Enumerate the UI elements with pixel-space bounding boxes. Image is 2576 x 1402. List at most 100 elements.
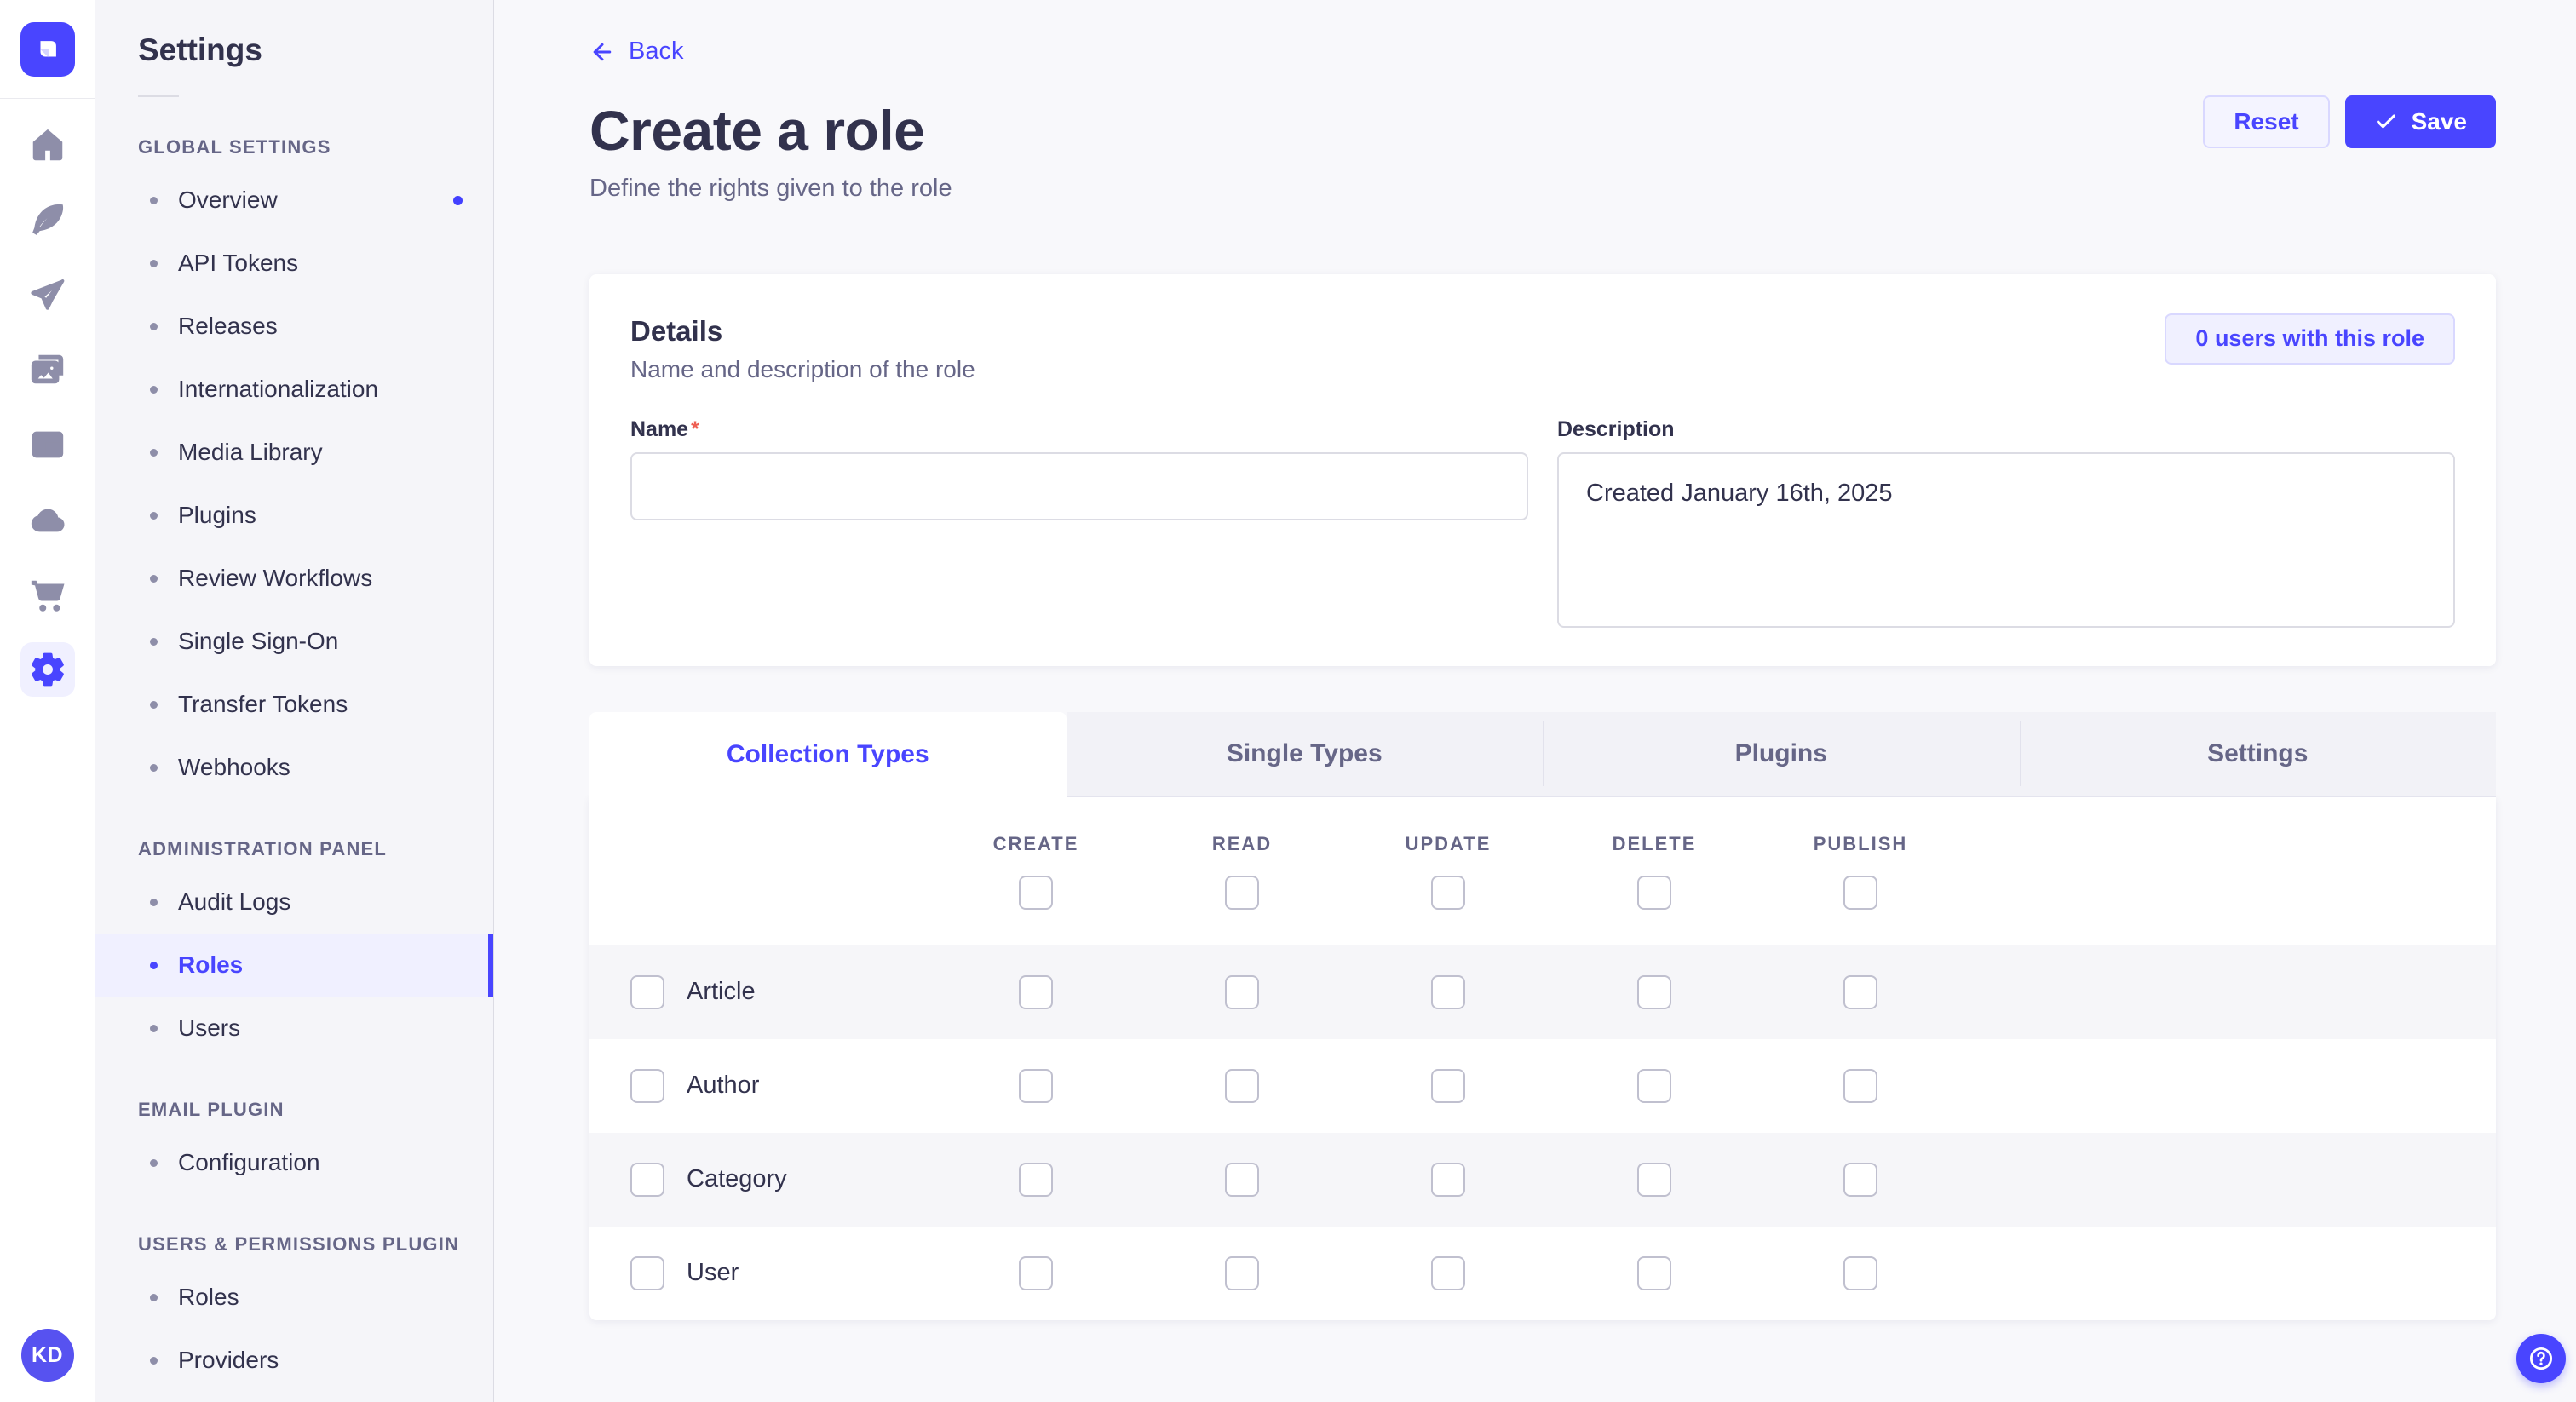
- article-update-checkbox[interactable]: [1431, 975, 1465, 1009]
- row-select-checkbox[interactable]: [630, 1163, 664, 1197]
- sidebar-item-configuration[interactable]: Configuration: [95, 1131, 493, 1194]
- tab-divider: [1543, 721, 1544, 785]
- article-read-checkbox[interactable]: [1225, 975, 1259, 1009]
- table-row-article: Article: [589, 945, 2496, 1039]
- details-form-row: Name* Description Created January 16th, …: [630, 417, 2455, 632]
- user-update-checkbox[interactable]: [1431, 1256, 1465, 1290]
- back-link[interactable]: Back: [589, 37, 683, 66]
- user-delete-checkbox[interactable]: [1637, 1256, 1671, 1290]
- author-update-checkbox[interactable]: [1431, 1069, 1465, 1103]
- category-read-checkbox[interactable]: [1225, 1163, 1259, 1197]
- bullet-icon: [150, 449, 158, 457]
- home-icon[interactable]: [20, 118, 75, 172]
- bullet-icon: [150, 962, 158, 969]
- sidebar-item-internationalization[interactable]: Internationalization: [95, 358, 493, 421]
- article-delete-checkbox[interactable]: [1637, 975, 1671, 1009]
- sidebar-item-plugins[interactable]: Plugins: [95, 484, 493, 547]
- article-publish-checkbox[interactable]: [1843, 975, 1877, 1009]
- name-label: Name*: [630, 417, 1528, 442]
- select-all-delete-checkbox[interactable]: [1637, 876, 1671, 910]
- sidebar-item-roles[interactable]: Roles: [95, 934, 493, 997]
- help-question-icon: [2527, 1344, 2556, 1373]
- role-description-textarea[interactable]: Created January 16th, 2025: [1557, 452, 2455, 628]
- sidebar-item-api-tokens[interactable]: API Tokens: [95, 232, 493, 295]
- bullet-icon: [150, 638, 158, 646]
- page-subtitle: Define the rights given to the role: [589, 175, 2496, 203]
- paper-plane-icon[interactable]: [20, 267, 75, 322]
- row-select-checkbox[interactable]: [630, 975, 664, 1009]
- bullet-icon: [150, 260, 158, 267]
- sidebar-item-audit-logs[interactable]: Audit Logs: [95, 871, 493, 934]
- feather-icon[interactable]: [20, 192, 75, 247]
- media-images-icon[interactable]: [20, 342, 75, 397]
- rail-icons: [20, 99, 75, 697]
- tab-plugins[interactable]: Plugins: [1543, 712, 2020, 797]
- permissions-header-labels: CREATE READ UPDATE DELETE PUBLISH: [589, 797, 2496, 855]
- select-all-row: [589, 876, 2496, 945]
- reset-button[interactable]: Reset: [2203, 95, 2329, 148]
- tab-single-types[interactable]: Single Types: [1067, 712, 1544, 797]
- save-button[interactable]: Save: [2345, 95, 2496, 148]
- bullet-icon: [150, 764, 158, 772]
- author-delete-checkbox[interactable]: [1637, 1069, 1671, 1103]
- select-all-update-checkbox[interactable]: [1431, 876, 1465, 910]
- author-read-checkbox[interactable]: [1225, 1069, 1259, 1103]
- section-label-email-plugin: EMAIL PLUGIN: [138, 1099, 493, 1121]
- select-all-publish-checkbox[interactable]: [1843, 876, 1877, 910]
- category-create-checkbox[interactable]: [1019, 1163, 1053, 1197]
- user-create-checkbox[interactable]: [1019, 1256, 1053, 1290]
- row-label: Category: [687, 1165, 787, 1193]
- sidebar-item-review-workflows[interactable]: Review Workflows: [95, 547, 493, 610]
- category-delete-checkbox[interactable]: [1637, 1163, 1671, 1197]
- sidebar-item-users[interactable]: Users: [95, 997, 493, 1060]
- sidebar-item-webhooks[interactable]: Webhooks: [95, 736, 493, 799]
- sidebar-item-transfer-tokens[interactable]: Transfer Tokens: [95, 673, 493, 736]
- help-button[interactable]: [2516, 1334, 2566, 1383]
- bullet-icon: [150, 899, 158, 906]
- sidebar-item-single-sign-on[interactable]: Single Sign-On: [95, 610, 493, 673]
- strapi-logo-icon: [33, 35, 62, 64]
- row-select-checkbox[interactable]: [630, 1069, 664, 1103]
- section-label-administration-panel: ADMINISTRATION PANEL: [138, 838, 493, 860]
- category-publish-checkbox[interactable]: [1843, 1163, 1877, 1197]
- tab-settings[interactable]: Settings: [2020, 712, 2497, 797]
- tab-collection-types[interactable]: Collection Types: [589, 712, 1067, 797]
- author-create-checkbox[interactable]: [1019, 1069, 1053, 1103]
- article-create-checkbox[interactable]: [1019, 975, 1053, 1009]
- cart-icon[interactable]: [20, 567, 75, 622]
- user-read-checkbox[interactable]: [1225, 1256, 1259, 1290]
- column-header-create: CREATE: [933, 833, 1139, 855]
- layout-icon[interactable]: [20, 417, 75, 472]
- category-update-checkbox[interactable]: [1431, 1163, 1465, 1197]
- table-row-author: Author: [589, 1039, 2496, 1133]
- bullet-icon: [150, 701, 158, 709]
- section-label-users-permissions-plugin: USERS & PERMISSIONS PLUGIN: [138, 1233, 493, 1255]
- bullet-icon: [150, 1159, 158, 1167]
- strapi-logo[interactable]: [20, 22, 75, 77]
- bullet-icon: [150, 1025, 158, 1032]
- row-select-checkbox[interactable]: [630, 1256, 664, 1290]
- sidebar-item-media-library[interactable]: Media Library: [95, 421, 493, 484]
- gear-icon[interactable]: [20, 642, 75, 697]
- sidebar-item-releases[interactable]: Releases: [95, 295, 493, 358]
- user-avatar[interactable]: KD: [21, 1329, 74, 1382]
- column-header-delete: DELETE: [1551, 833, 1757, 855]
- logo-container: [0, 0, 95, 99]
- required-asterisk: *: [691, 417, 699, 441]
- bullet-icon: [150, 197, 158, 204]
- table-row-category: Category: [589, 1133, 2496, 1227]
- role-name-input[interactable]: [630, 452, 1528, 520]
- bullet-icon: [150, 323, 158, 330]
- row-label: Author: [687, 1072, 759, 1100]
- sidebar-item-up-roles[interactable]: Roles: [95, 1266, 493, 1329]
- sidebar-item-overview[interactable]: Overview: [95, 169, 493, 232]
- arrow-left-icon: [589, 39, 615, 65]
- users-with-role-badge[interactable]: 0 users with this role: [2165, 313, 2455, 365]
- sidebar-item-providers[interactable]: Providers: [95, 1329, 493, 1392]
- select-all-read-checkbox[interactable]: [1225, 876, 1259, 910]
- author-publish-checkbox[interactable]: [1843, 1069, 1877, 1103]
- sidebar-divider: [138, 95, 179, 97]
- select-all-create-checkbox[interactable]: [1019, 876, 1053, 910]
- cloud-icon[interactable]: [20, 492, 75, 547]
- user-publish-checkbox[interactable]: [1843, 1256, 1877, 1290]
